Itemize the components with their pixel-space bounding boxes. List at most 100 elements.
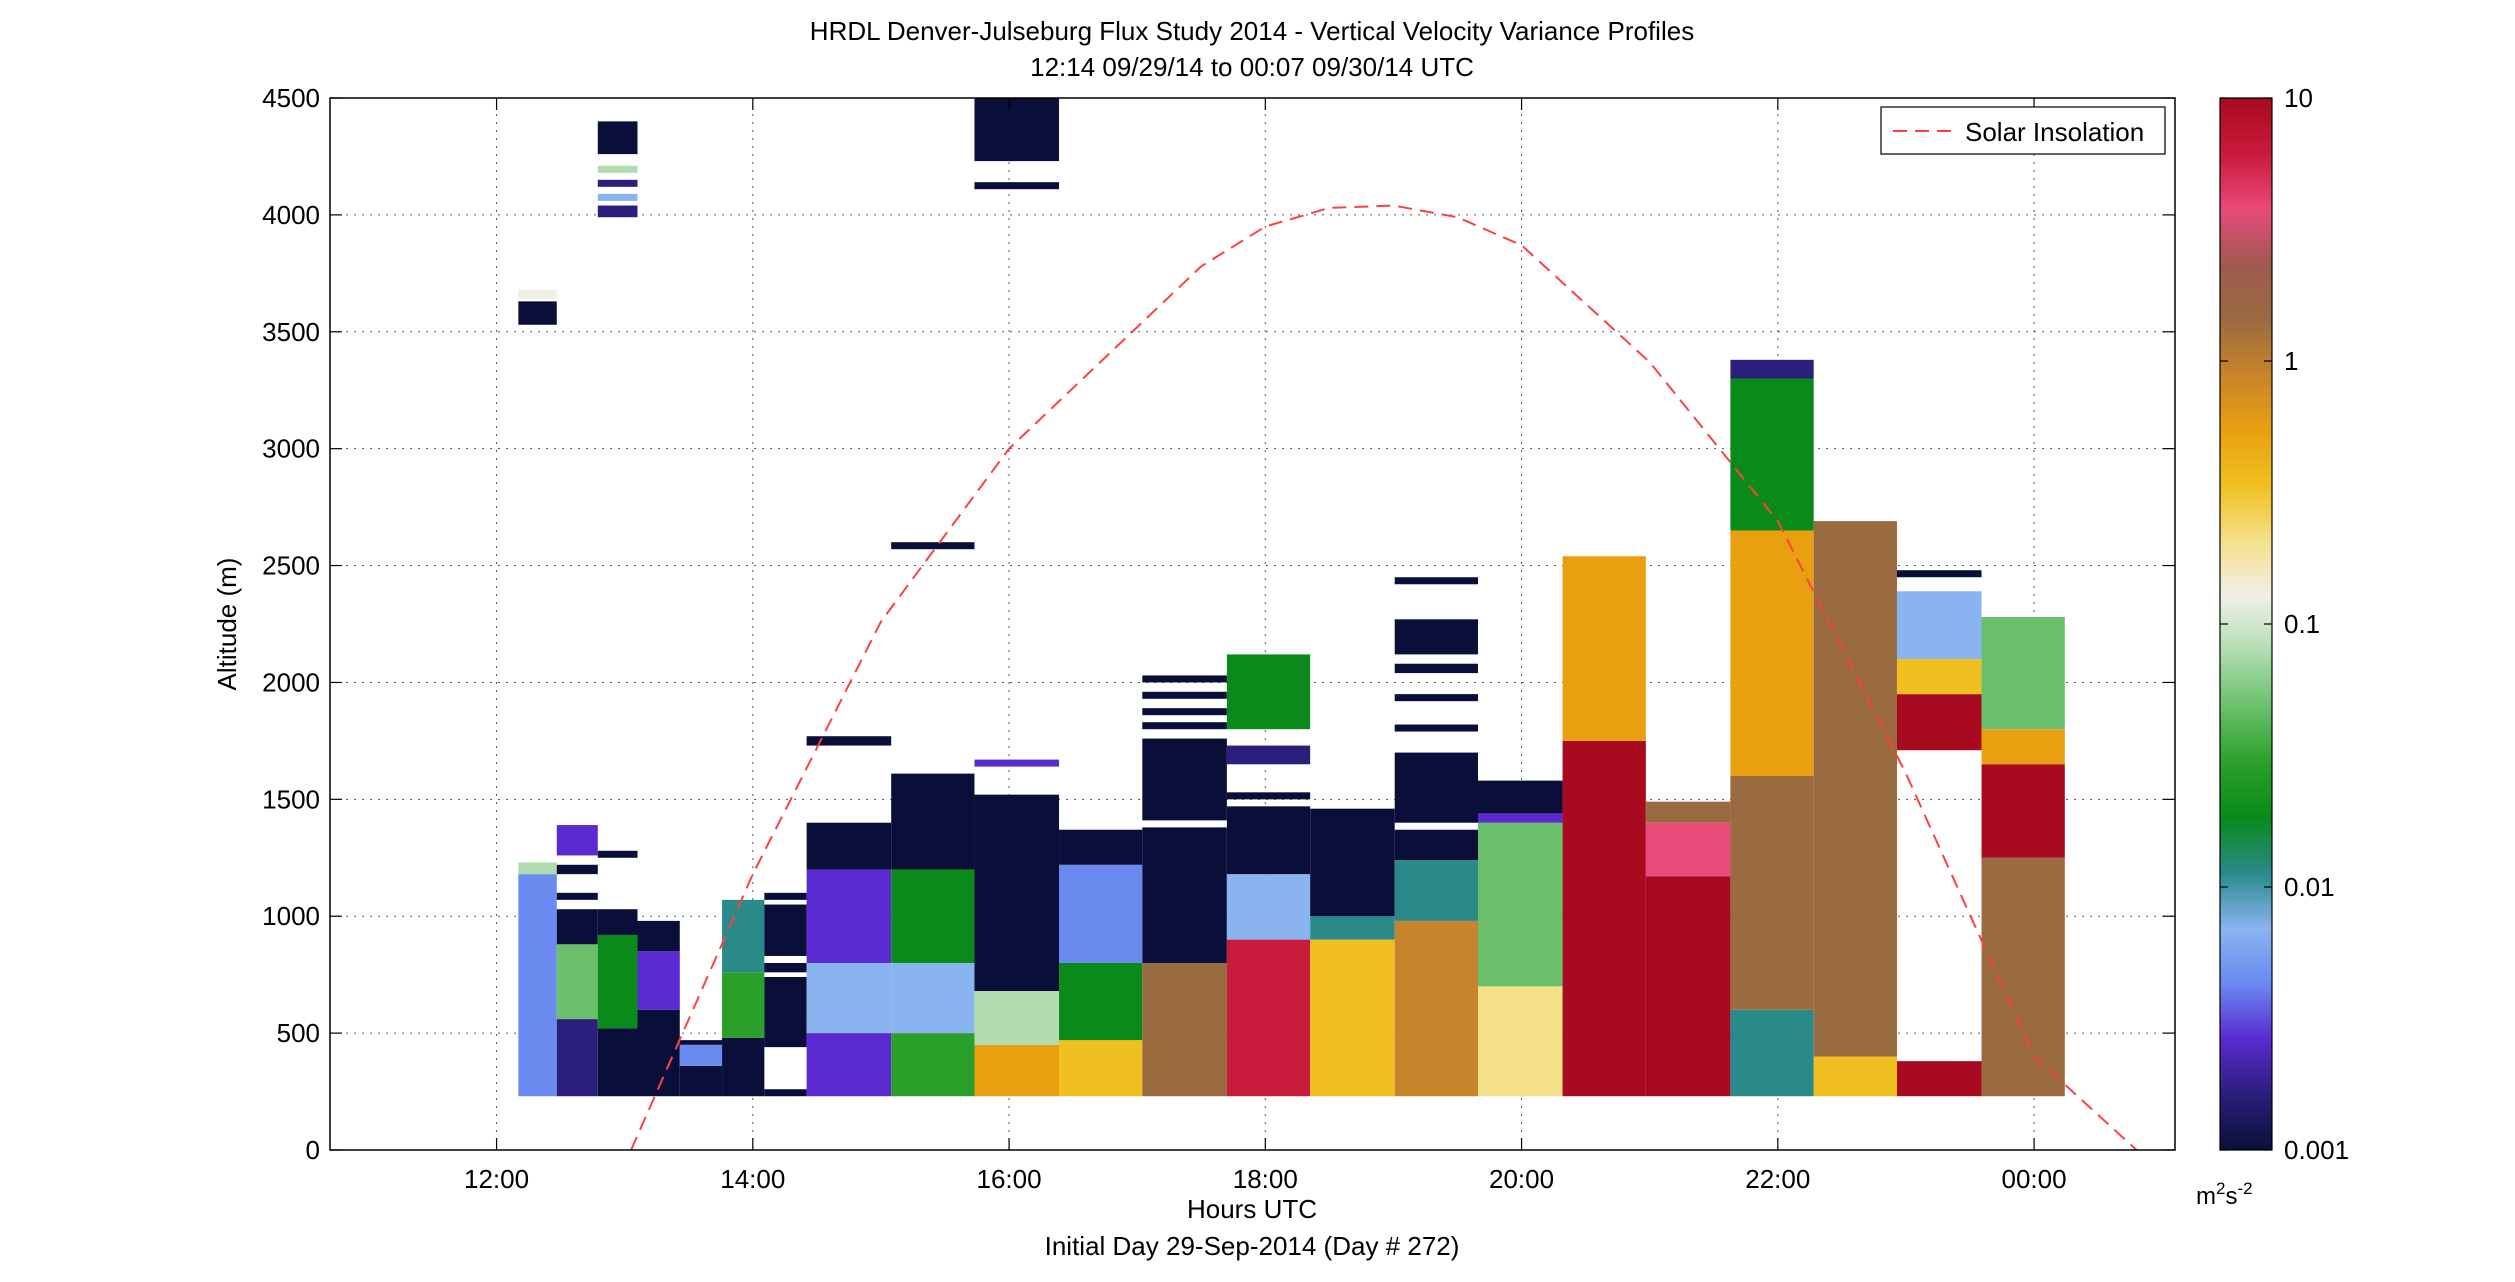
heatmap-cell	[597, 165, 638, 173]
heatmap-cell	[1059, 864, 1143, 963]
heatmap-cell	[806, 736, 892, 746]
heatmap-cell	[1142, 722, 1227, 730]
heatmap-cells	[518, 98, 2065, 1097]
heatmap-cell	[1394, 752, 1478, 823]
colorbar-tick-label: 0.01	[2284, 872, 2335, 902]
heatmap-cell	[1730, 1009, 1814, 1097]
heatmap-cell	[1813, 521, 1897, 1057]
y-tick-label: 4000	[262, 200, 320, 230]
heatmap-cell	[679, 1040, 723, 1045]
colorbar: 0.001 0.01 0.1 1 10 m2s-2	[2196, 83, 2349, 1210]
heatmap-cell	[679, 1044, 723, 1066]
heatmap-cell	[1645, 801, 1731, 823]
heatmap-cell	[891, 962, 975, 1034]
heatmap-cell	[806, 869, 892, 963]
colorbar-tick-label: 10	[2284, 83, 2313, 113]
y-tick-label: 3500	[262, 317, 320, 347]
heatmap-cell	[556, 944, 598, 1020]
x-tick-label: 18:00	[1233, 1164, 1298, 1194]
heatmap-cell	[764, 977, 807, 1045]
heatmap-cell	[1562, 740, 1646, 1097]
legend-label-solar-insolation: Solar Insolation	[1965, 117, 2144, 147]
heatmap-cell	[1142, 827, 1227, 963]
heatmap-cell	[1478, 986, 1563, 1097]
heatmap-cell	[1896, 1061, 1982, 1097]
chart-title: HRDL Denver-Julseburg Flux Study 2014 - …	[810, 16, 1694, 46]
heatmap-cell	[1059, 962, 1143, 1041]
heatmap-cell	[1226, 654, 1311, 730]
heatmap-cell	[1394, 920, 1478, 1097]
heatmap-cell	[1142, 962, 1227, 1097]
heatmap-cell	[806, 822, 892, 870]
y-tick-label: 1500	[262, 784, 320, 814]
heatmap-cell	[518, 874, 557, 1097]
y-axis-ticks: 0 500 1000 1500 2000 2500 3000 3500 4000 4500	[262, 83, 2175, 1165]
heatmap-cell	[1310, 939, 1395, 1097]
heatmap-cell	[1730, 378, 1814, 531]
colorbar-units-sup1: 2	[2216, 1179, 2225, 1198]
heatmap-cell	[1981, 857, 2065, 1097]
heatmap-cell	[1981, 764, 2065, 858]
x-tick-label: 22:00	[1745, 1164, 1810, 1194]
heatmap-cell	[1981, 729, 2065, 765]
x-tick-label: 14:00	[720, 1164, 785, 1194]
heatmap-cell	[597, 121, 638, 155]
colorbar-units-s: s	[2225, 1183, 2237, 1210]
colorbar-units: m2s-2	[2196, 1179, 2253, 1210]
heatmap-cell	[722, 899, 765, 973]
x-tick-label: 20:00	[1489, 1164, 1554, 1194]
heatmap-cell	[1478, 780, 1563, 814]
heatmap-cell	[597, 205, 638, 218]
heatmap-cell	[1394, 694, 1478, 702]
solar-insolation-curve	[630, 204, 2138, 1150]
legend: Solar Insolation	[1880, 106, 2166, 155]
x-axis-sublabel: Initial Day 29-Sep-2014 (Day # 272)	[1045, 1231, 1460, 1261]
heatmap-cell	[556, 1019, 598, 1097]
heatmap-cell	[1896, 659, 1982, 695]
y-tick-label: 1000	[262, 901, 320, 931]
heatmap-cell	[518, 862, 557, 875]
heatmap-cell	[1394, 619, 1478, 655]
colorbar-tick-label: 0.1	[2284, 609, 2320, 639]
heatmap-cell	[597, 1028, 638, 1097]
heatmap-cell	[518, 301, 557, 325]
heatmap-cell	[806, 962, 892, 1034]
heatmap-cell	[1645, 822, 1731, 877]
heatmap-cell	[597, 934, 638, 1029]
heatmap-cell	[974, 182, 1060, 190]
y-tick-label: 500	[277, 1018, 320, 1048]
x-tick-label: 00:00	[2002, 1164, 2067, 1194]
heatmap-cell	[974, 98, 1060, 162]
heatmap-cell	[891, 542, 975, 550]
heatmap-cell	[1645, 876, 1731, 1097]
heatmap-cell	[722, 972, 765, 1038]
heatmap-cell	[764, 1089, 807, 1097]
heatmap-cell	[679, 1065, 723, 1097]
heatmap-cell	[556, 892, 598, 900]
heatmap-cell	[597, 850, 638, 858]
heatmap-cell	[891, 773, 975, 870]
heatmap-cell	[974, 759, 1060, 767]
heatmap-cell	[1226, 939, 1311, 1097]
x-axis-ticks: 12:00 14:00 16:00 18:00 20:00 22:00 00:00	[464, 98, 2067, 1194]
y-axis-label: Altitude (m)	[212, 558, 242, 691]
heatmap-cell	[1059, 829, 1143, 865]
x-tick-label: 16:00	[977, 1164, 1042, 1194]
heatmap-cell	[1142, 738, 1227, 821]
heatmap-cell	[556, 864, 598, 875]
heatmap-cell	[1226, 745, 1311, 765]
heatmap-cell	[1226, 806, 1311, 875]
colorbar-scale	[2219, 97, 2273, 1151]
heatmap-cell	[1813, 1056, 1897, 1097]
heatmap-cell	[597, 909, 638, 935]
heatmap-cell	[764, 892, 807, 900]
heatmap-cell	[1142, 691, 1227, 699]
heatmap-cell	[1310, 808, 1395, 917]
heatmap-cell	[1059, 1040, 1143, 1097]
heatmap-cell	[1142, 708, 1227, 716]
colorbar-tick-label: 1	[2284, 346, 2298, 376]
heatmap-cell	[1981, 616, 2065, 730]
x-tick-label: 12:00	[464, 1164, 529, 1194]
heatmap-cell	[556, 825, 598, 856]
heatmap-cell	[1896, 694, 1982, 751]
